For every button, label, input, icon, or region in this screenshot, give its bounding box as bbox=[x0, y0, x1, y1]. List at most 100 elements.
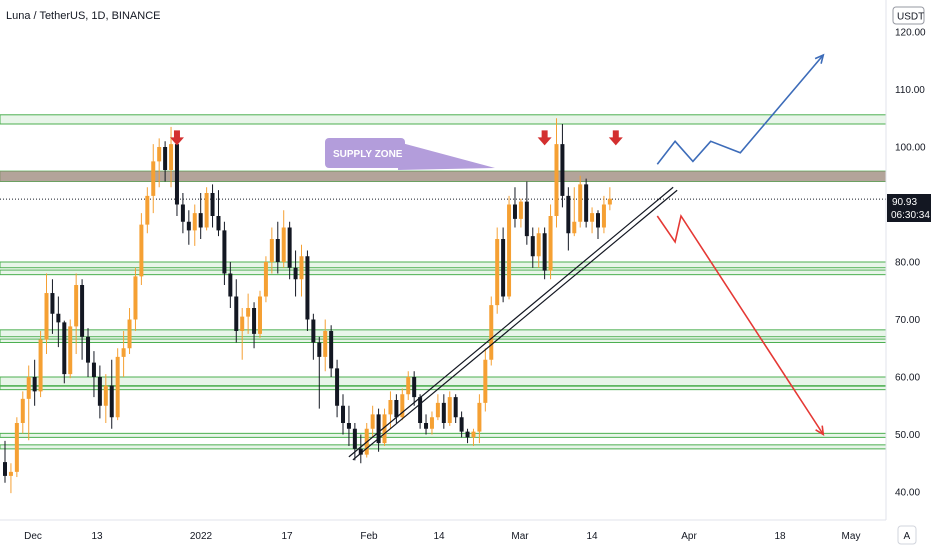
supply-zone-label: SUPPLY ZONE bbox=[333, 149, 403, 160]
candle-body bbox=[186, 221, 191, 231]
price-axis[interactable]: 120.00110.00100.0090.0080.0070.0060.0050… bbox=[885, 0, 932, 520]
zone-band bbox=[0, 432, 887, 438]
candle-body bbox=[596, 213, 600, 228]
candle-body bbox=[394, 400, 399, 418]
candle-body bbox=[554, 144, 559, 216]
candle-body bbox=[287, 227, 292, 268]
candle-body bbox=[174, 144, 179, 205]
bullish-projection-head bbox=[814, 53, 825, 64]
candle-body bbox=[91, 362, 96, 377]
candle-body bbox=[281, 227, 286, 262]
candle-body bbox=[157, 147, 162, 162]
candle-body bbox=[62, 322, 67, 375]
supply-zone-band bbox=[0, 171, 886, 182]
candle-body bbox=[115, 356, 120, 418]
candle-body bbox=[68, 326, 73, 375]
candle-body bbox=[335, 368, 340, 406]
candle-body bbox=[192, 213, 197, 231]
time-label: Mar bbox=[511, 531, 529, 542]
candle-body bbox=[32, 377, 37, 392]
price-tick-label: 40.00 bbox=[895, 488, 920, 499]
candle-body bbox=[103, 385, 108, 406]
candle-body bbox=[424, 423, 429, 429]
candle-body bbox=[352, 428, 357, 449]
last-price-tag bbox=[887, 194, 931, 222]
candle-body bbox=[109, 385, 114, 418]
candle-body bbox=[477, 402, 482, 432]
bearish-projection bbox=[656, 213, 824, 435]
candle-body bbox=[317, 342, 322, 357]
candle-body bbox=[447, 397, 452, 423]
callout-box bbox=[325, 138, 405, 168]
time-label: 14 bbox=[586, 531, 598, 542]
candle-body bbox=[406, 377, 411, 395]
candle-body bbox=[560, 144, 565, 196]
candle-body bbox=[198, 213, 203, 228]
trendline-inner bbox=[352, 189, 678, 461]
candle-body bbox=[465, 431, 470, 438]
callout-pointer bbox=[398, 142, 495, 170]
candle-body bbox=[435, 402, 440, 418]
candle-body bbox=[3, 462, 7, 476]
time-axis[interactable]: Dec 13 2022 17 Feb 14 Mar 14 Apr 18 May A bbox=[0, 519, 932, 550]
candle-body bbox=[50, 293, 55, 314]
candle-body bbox=[263, 262, 268, 297]
auto-scale-label: A bbox=[904, 531, 911, 542]
candle-body bbox=[495, 239, 500, 306]
price-tick-label: 70.00 bbox=[895, 315, 920, 326]
price-tick-label: 80.00 bbox=[895, 258, 920, 269]
candle-body bbox=[252, 308, 257, 334]
candle-body bbox=[26, 377, 31, 399]
price-tick-label: 60.00 bbox=[895, 373, 920, 384]
bearish-projection-head bbox=[815, 425, 825, 437]
candle-body bbox=[246, 308, 251, 317]
candle-body bbox=[20, 398, 25, 423]
zone-band bbox=[0, 329, 887, 338]
trendline-outer bbox=[348, 186, 674, 458]
time-label: Apr bbox=[681, 531, 697, 542]
auto-scale-button[interactable] bbox=[897, 525, 917, 545]
price-tick-label: 50.00 bbox=[895, 430, 920, 441]
candle-body bbox=[151, 161, 156, 196]
candle-body bbox=[572, 221, 577, 234]
candle-body bbox=[346, 423, 351, 429]
down-arrow-marker bbox=[169, 130, 184, 146]
down-arrow-marker bbox=[537, 130, 552, 146]
candle-body bbox=[234, 296, 239, 331]
candle-body bbox=[44, 293, 49, 340]
candle-body bbox=[121, 348, 126, 357]
candle-body bbox=[323, 331, 328, 357]
currency-button[interactable] bbox=[892, 6, 925, 25]
bullish-projection bbox=[656, 54, 824, 165]
supply-zone-callout: SUPPLY ZONE bbox=[325, 138, 495, 170]
candle-body bbox=[80, 285, 85, 337]
candle-body bbox=[489, 305, 494, 360]
candle-body bbox=[275, 239, 280, 262]
zone-band bbox=[0, 269, 887, 276]
candle-body bbox=[590, 213, 595, 222]
candle-body bbox=[536, 233, 541, 257]
candle-body bbox=[483, 359, 488, 403]
price-tick-label: 120.00 bbox=[895, 28, 926, 39]
zone-band bbox=[0, 114, 887, 125]
candle-body bbox=[388, 400, 393, 415]
candle-body bbox=[566, 195, 571, 234]
currency-label: USDT bbox=[897, 12, 924, 23]
time-label: Feb bbox=[360, 531, 378, 542]
chart-drawings bbox=[169, 53, 825, 461]
candle-body bbox=[507, 204, 512, 297]
price-tick-label: 110.00 bbox=[895, 85, 925, 96]
candle-body bbox=[180, 204, 185, 222]
candle-body bbox=[471, 431, 476, 438]
candle-body bbox=[578, 184, 583, 222]
candle-body bbox=[584, 184, 589, 222]
time-label: 2022 bbox=[190, 531, 213, 542]
candle-body bbox=[299, 256, 304, 280]
candle-body bbox=[429, 417, 434, 429]
candle-body bbox=[341, 405, 346, 423]
price-tick-label: 100.00 bbox=[895, 143, 926, 154]
countdown-timer: 06:30:34 bbox=[891, 210, 930, 221]
time-label: Dec bbox=[24, 531, 42, 542]
candle-body bbox=[453, 397, 458, 418]
